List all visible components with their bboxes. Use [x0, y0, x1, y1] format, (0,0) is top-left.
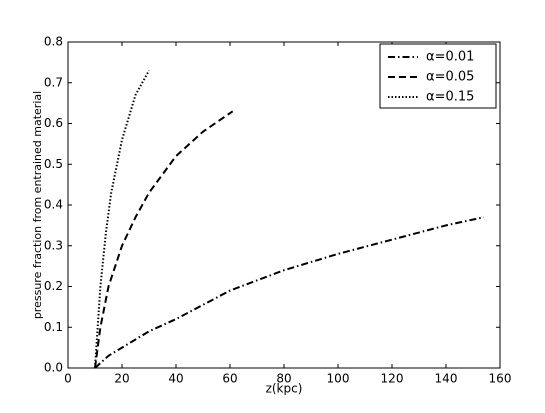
- y-tick-label: 0.8: [44, 35, 63, 49]
- x-tick-label: 80: [276, 372, 291, 386]
- data-line: [94, 110, 234, 369]
- y-tick-label: 0.4: [44, 198, 63, 212]
- x-tick-label: 120: [381, 372, 404, 386]
- x-tick-label: 0: [64, 372, 72, 386]
- y-axis-label: pressure fraction from entrained materia…: [31, 91, 44, 319]
- x-tick-label: 100: [327, 372, 350, 386]
- legend-label: α=0.15: [426, 90, 474, 105]
- x-tick-label: 20: [114, 372, 129, 386]
- y-tick-label: 0.0: [44, 361, 63, 375]
- legend-label: α=0.05: [426, 70, 474, 85]
- data-line: [94, 70, 150, 369]
- legend-label: α=0.01: [426, 50, 474, 65]
- x-tick-label: 140: [435, 372, 458, 386]
- x-axis-label: z(kpc): [266, 382, 303, 396]
- y-tick-label: 0.5: [44, 157, 63, 171]
- data-line: [94, 216, 485, 369]
- y-tick-label: 0.2: [44, 279, 63, 293]
- x-tick-label: 60: [222, 372, 237, 386]
- y-tick-label: 0.1: [44, 320, 63, 334]
- x-tick-label: 40: [168, 372, 183, 386]
- y-tick-label: 0.3: [44, 238, 63, 252]
- y-tick-label: 0.7: [44, 75, 63, 89]
- y-tick-label: 0.6: [44, 116, 63, 130]
- x-tick-label: 160: [489, 372, 512, 386]
